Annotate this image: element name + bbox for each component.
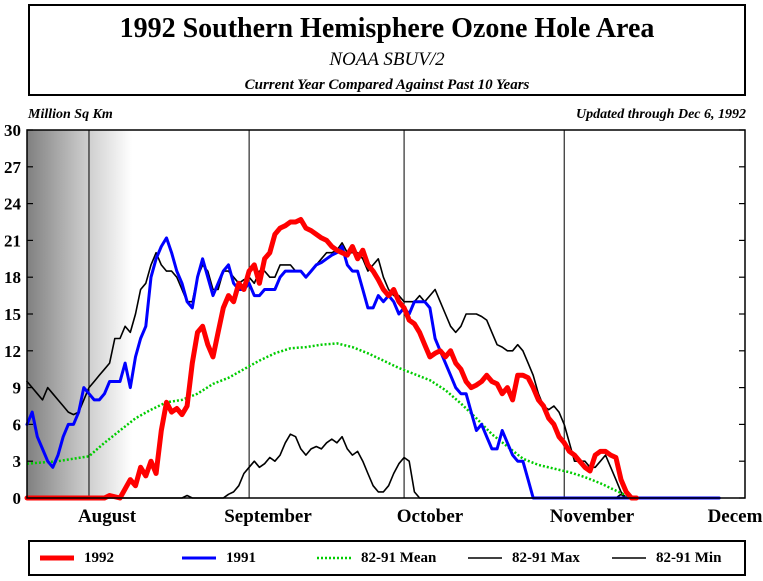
plot-frame (26, 129, 746, 499)
legend-label-1992: 1992 (84, 549, 114, 566)
legend-swatch-1992 (40, 555, 74, 561)
y-tick-label: 27 (4, 158, 22, 177)
legend-item-max: 82-91 Max (468, 542, 580, 574)
series-line-82-91-min (26, 433, 633, 499)
x-month-label: August (78, 506, 137, 527)
x-month-label: November (550, 506, 635, 527)
y-tick-label: 18 (4, 268, 21, 287)
x-month-label: September (224, 506, 312, 527)
series-line-1991 (25, 236, 721, 500)
y-axis-unit-label: Million Sq Km (28, 107, 113, 122)
series-line-82-91-mean (26, 342, 632, 500)
legend-item-mean: 82-91 Mean (317, 542, 436, 574)
legend-swatch-1991 (182, 556, 216, 560)
legend-item-1991: 1991 (182, 542, 256, 574)
legend-label-max: 82-91 Max (512, 549, 580, 566)
legend-label-min: 82-91 Min (656, 549, 722, 566)
y-tick-label: 15 (4, 305, 21, 324)
series-line-1992 (24, 217, 639, 501)
y-tick-label: 21 (4, 231, 21, 250)
y-tick-label: 24 (4, 195, 22, 214)
legend-label-1991: 1991 (226, 549, 256, 566)
legend-item-min: 82-91 Min (612, 542, 721, 574)
y-tick-label: 3 (13, 452, 22, 471)
legend-swatch-mean (317, 556, 351, 560)
chart-subtitle: NOAA SBUV/2 (329, 49, 445, 70)
y-tick-label: 6 (13, 415, 22, 434)
legend-swatch-max (468, 557, 502, 559)
chart-title: 1992 Southern Hemisphere Ozone Hole Area (119, 13, 655, 44)
x-month-label: October (397, 506, 464, 527)
x-month-label: Decem (708, 506, 763, 527)
ozone-chart: 0 3 6 9 12 15 18 21 24 27 30 August September October… (4, 121, 763, 527)
updated-label: Updated through Dec 6, 1992 (576, 107, 746, 122)
title-box: 1992 Southern Hemisphere Ozone Hole Area… (28, 4, 746, 96)
y-tick-label: 0 (13, 489, 22, 508)
legend-item-1992: 1992 (40, 542, 114, 574)
series-line-82-91-max (26, 242, 627, 499)
legend-swatch-min (612, 557, 646, 559)
polar-night-shading (27, 130, 132, 498)
y-tick-label: 12 (4, 342, 21, 361)
legend: 1992 1991 82-91 Mean 82-91 Max 82-91 Min (28, 540, 746, 576)
chart-subtitle-2: Current Year Compared Against Past 10 Ye… (244, 77, 530, 93)
y-tick-label: 30 (4, 121, 21, 140)
y-tick-label: 9 (13, 379, 22, 398)
legend-label-mean: 82-91 Mean (361, 549, 437, 566)
